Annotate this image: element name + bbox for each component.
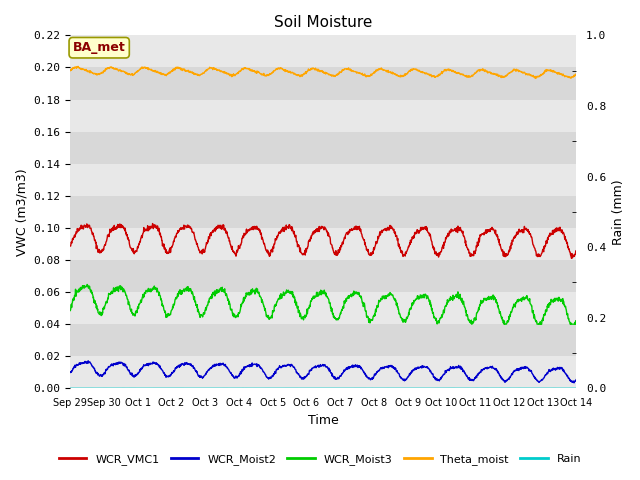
Text: BA_met: BA_met [73, 41, 125, 54]
Legend: WCR_VMC1, WCR_Moist2, WCR_Moist3, Theta_moist, Rain: WCR_VMC1, WCR_Moist2, WCR_Moist3, Theta_… [54, 450, 586, 469]
Bar [70, 292, 577, 324]
Y-axis label: Rain (mm): Rain (mm) [612, 179, 625, 245]
Bar [70, 132, 577, 164]
Bar [70, 196, 577, 228]
Title: Soil Moisture: Soil Moisture [274, 15, 372, 30]
Y-axis label: VWC (m3/m3): VWC (m3/m3) [15, 168, 28, 256]
Bar [70, 99, 577, 132]
Bar [70, 356, 577, 388]
Bar [70, 164, 577, 196]
Bar [70, 260, 577, 292]
X-axis label: Time: Time [308, 414, 339, 427]
Bar [70, 67, 577, 99]
Bar [70, 36, 577, 67]
Bar [70, 228, 577, 260]
Bar [70, 324, 577, 356]
